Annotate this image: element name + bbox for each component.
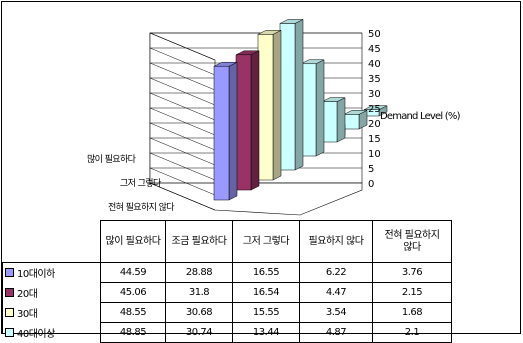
legend-swatch (5, 268, 14, 277)
chart-bars (213, 19, 388, 201)
legend-swatch (5, 288, 14, 297)
table-header: 그저 그렇다 (232, 220, 300, 263)
z-tick-label: 45 (368, 44, 381, 55)
bar (300, 59, 325, 157)
table-header: 많이 필요하다 (100, 220, 166, 263)
legend-label: 20대 (17, 289, 38, 300)
table-row: 48.55 30.68 15.55 3.54 1.68 (100, 302, 452, 323)
legend-label: 30대 (17, 309, 38, 320)
table-cell: 1.68 (372, 302, 452, 323)
table-cell: 28.88 (165, 262, 233, 283)
bar (343, 109, 368, 130)
table-cell: 3.54 (299, 302, 373, 323)
table-cell: 4.47 (299, 282, 373, 303)
table-body: 44.59 28.88 16.55 6.22 3.76 45.06 31.8 16.54 4.4… (100, 262, 452, 343)
table-row: 48.85 30.74 13.44 4.87 2.1 (100, 322, 452, 343)
bar (235, 50, 260, 191)
z-tick-label: 30 (368, 89, 381, 100)
legend-entry: 20대 (5, 283, 38, 302)
bar (363, 105, 388, 117)
bar (279, 19, 304, 171)
legend-box (2, 262, 100, 334)
table-cell: 16.55 (232, 262, 300, 283)
table-cell: 31.8 (165, 282, 233, 303)
table-cell: 2.1 (372, 322, 452, 343)
z-tick-label: 0 (368, 179, 374, 190)
table-header: 조금 필요하다 (165, 220, 233, 263)
z-tick-label: 20 (368, 119, 381, 130)
table-cell: 48.55 (100, 302, 166, 323)
data-table: 많이 필요하다 조금 필요하다 그저 그렇다 필요하지 않다 전혀 필요하지 않다 44… (100, 220, 452, 343)
table-header: 전혀 필요하지 않다 (372, 220, 452, 263)
floor (149, 182, 363, 216)
z-tick-label: 10 (368, 149, 381, 160)
legend-label: 10대이하 (17, 269, 55, 280)
depth-axis-label: 많이 필요하다 (87, 153, 137, 165)
z-tick-label: 5 (368, 164, 374, 175)
chart-tick-labels: 0 5 10 15 20 25 30 35 40 45 50 (368, 29, 381, 190)
table-row: 45.06 31.8 16.54 4.47 2.15 (100, 282, 452, 303)
z-tick-label: 40 (368, 59, 381, 70)
z-axis-label: Demand Level (%) (380, 111, 461, 122)
bar (213, 61, 238, 201)
table-row: 44.59 28.88 16.55 6.22 3.76 (100, 262, 452, 283)
z-tick-label: 15 (368, 134, 381, 145)
z-tick-label: 25 (368, 104, 381, 115)
table-header: 필요하지 않다 (299, 220, 373, 263)
table-cell: 3.76 (372, 262, 452, 283)
table-cell: 13.44 (232, 322, 300, 343)
z-tick-label: 50 (368, 29, 381, 40)
depth-axis-label: 전혀 필요하지 않다 (108, 201, 175, 213)
legend-label: 40대이상 (17, 329, 55, 340)
legend-entry: 10대이하 (5, 263, 55, 282)
legend-swatch (5, 308, 14, 317)
table-header-row: 많이 필요하다 조금 필요하다 그저 그렇다 필요하지 않다 전혀 필요하지 않다 (100, 220, 452, 263)
table-cell: 45.06 (100, 282, 166, 303)
table-cell: 4.87 (299, 322, 373, 343)
table-cell: 30.74 (165, 322, 233, 343)
table-cell: 48.85 (100, 322, 166, 343)
z-tick-label: 35 (368, 74, 381, 85)
depth-axis-label: 그저 그렇다 (120, 178, 162, 189)
table-cell: 6.22 (299, 262, 373, 283)
table-cell: 30.68 (165, 302, 233, 323)
table-cell: 2.15 (372, 282, 452, 303)
table-cell: 16.54 (232, 282, 300, 303)
bar (257, 29, 282, 181)
table-cell: 15.55 (232, 302, 300, 323)
table-cell: 44.59 (100, 262, 166, 283)
legend-entry: 30대 (5, 303, 38, 322)
bar (321, 97, 346, 143)
